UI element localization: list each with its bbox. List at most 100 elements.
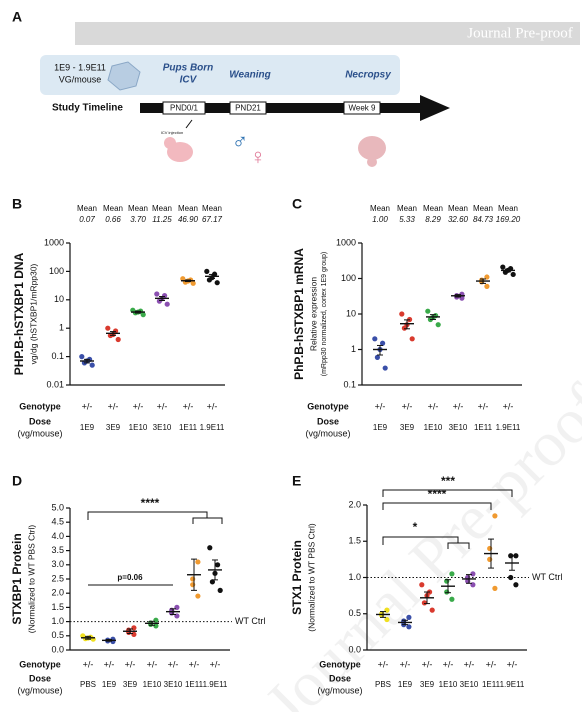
genotype: +/- (207, 401, 218, 411)
dose: 1E11 (474, 423, 493, 432)
data-point (510, 271, 516, 278)
y-tick-label: 100 (49, 266, 64, 276)
dose: 3E10 (460, 680, 479, 689)
milestone: Week 9 (349, 104, 377, 113)
mean-label: 32.60 (448, 215, 469, 224)
dose: 1E9 (373, 423, 388, 432)
mean-header: Mean (473, 204, 493, 213)
dose: 1E10 (424, 423, 443, 432)
milestone-box (162, 101, 206, 115)
data-point (131, 625, 137, 631)
y-tick-label: 2.5 (51, 573, 64, 583)
mean-header: Mean (178, 204, 198, 213)
y-tick-label: 1.0 (51, 616, 64, 626)
dose: 1E11 (482, 680, 501, 689)
data-point (487, 545, 493, 552)
genotype: +/- (478, 401, 489, 411)
significance-label: * (413, 520, 418, 534)
y-tick-label: 2.0 (51, 588, 64, 598)
mean-label: 0.66 (105, 215, 121, 224)
y-tick-label: 0.5 (348, 608, 361, 618)
dose: 1E10 (129, 423, 148, 432)
bracket (192, 517, 223, 524)
y-tick-label: 1.5 (348, 536, 361, 546)
data-point (429, 607, 435, 613)
significance-label: **** (428, 487, 447, 501)
data-point (89, 362, 95, 368)
mean-label: 11.25 (152, 215, 172, 224)
y-tick-label: 1000 (336, 237, 356, 247)
data-point (425, 308, 431, 314)
mean-header: Mean (498, 204, 518, 213)
mean-label: 84.73 (473, 215, 494, 224)
dose: 1.9E11 (500, 680, 525, 689)
genotype: +/- (83, 659, 94, 669)
data-point (421, 600, 427, 606)
data-point (131, 631, 137, 637)
data-point (399, 311, 405, 317)
mean-label: 1.00 (372, 215, 388, 224)
event: ICV (180, 75, 198, 86)
genotype: +/- (147, 659, 158, 669)
data-point (190, 582, 196, 588)
data-point (204, 268, 210, 274)
mean-header: Mean (103, 204, 123, 213)
dose: 1.9E11 (200, 423, 225, 432)
y-tick-label: 10 (346, 308, 356, 318)
data-point (409, 336, 415, 342)
data-point (513, 553, 519, 559)
genotype: +/- (486, 659, 497, 669)
data-point (195, 559, 201, 565)
dose-unit: (vg/mouse) (305, 428, 350, 438)
data-point (500, 264, 506, 270)
mean-label: 169.20 (496, 215, 521, 224)
data-point (214, 280, 220, 286)
dose: 1E11 (185, 680, 204, 689)
timeline-label: Study Timeline (52, 103, 123, 114)
mean-label: 3.70 (130, 215, 146, 224)
y-tick-label: 0.1 (51, 351, 64, 361)
dose: 3E10 (449, 423, 468, 432)
mean-header: Mean (202, 204, 222, 213)
genotype: +/- (104, 659, 115, 669)
y-tick-label: 0.01 (46, 379, 64, 389)
milestone: PND21 (235, 104, 261, 113)
y-tick-label: 1 (351, 344, 356, 354)
dose: 1.9E11 (203, 680, 228, 689)
y-tick-label: 2.0 (348, 499, 361, 509)
genotype: +/- (422, 659, 433, 669)
panel-letter: A (12, 9, 22, 25)
genotype: +/- (428, 401, 439, 411)
y-tick-label: 5.0 (51, 502, 64, 512)
panel-letter: C (292, 196, 302, 212)
y-tick-label: 100 (341, 273, 356, 283)
mean-label: 5.33 (399, 215, 415, 224)
genotype-label: Genotype (19, 401, 61, 411)
bracket (382, 536, 459, 545)
significance-label: p=0.06 (117, 573, 143, 582)
y-axis-label: (Normalized to WT PBS Ctrl) (306, 523, 316, 632)
milestone: PND0/1 (170, 104, 199, 113)
dose-unit: (vg/mouse) (317, 685, 362, 695)
significance-label: **** (141, 496, 160, 510)
timeline-bar (140, 103, 425, 113)
dose: 3E9 (400, 423, 415, 432)
data-point (113, 328, 119, 334)
data-point (382, 365, 388, 371)
data-point (217, 587, 223, 593)
dose: 1E10 (143, 680, 162, 689)
y-axis-label: (mRpp30 normalized, cortex 1E9 group) (321, 252, 328, 377)
dose: 3E10 (153, 423, 172, 432)
dose-label: Dose (29, 673, 51, 683)
y-axis-label: Relative expression (308, 277, 318, 351)
data-point (215, 562, 221, 568)
dose-range: 1E9 - 1.9E11 (54, 62, 106, 72)
dose: 1E10 (439, 680, 458, 689)
dose: 1.9E11 (496, 423, 521, 432)
y-tick-label: 0.5 (51, 630, 64, 640)
brain-icon (358, 136, 386, 160)
dose: 3E10 (164, 680, 183, 689)
y-axis-label: PhP.B-hSTXBP1 mRNA (292, 248, 306, 380)
panel-letter: D (12, 473, 22, 489)
